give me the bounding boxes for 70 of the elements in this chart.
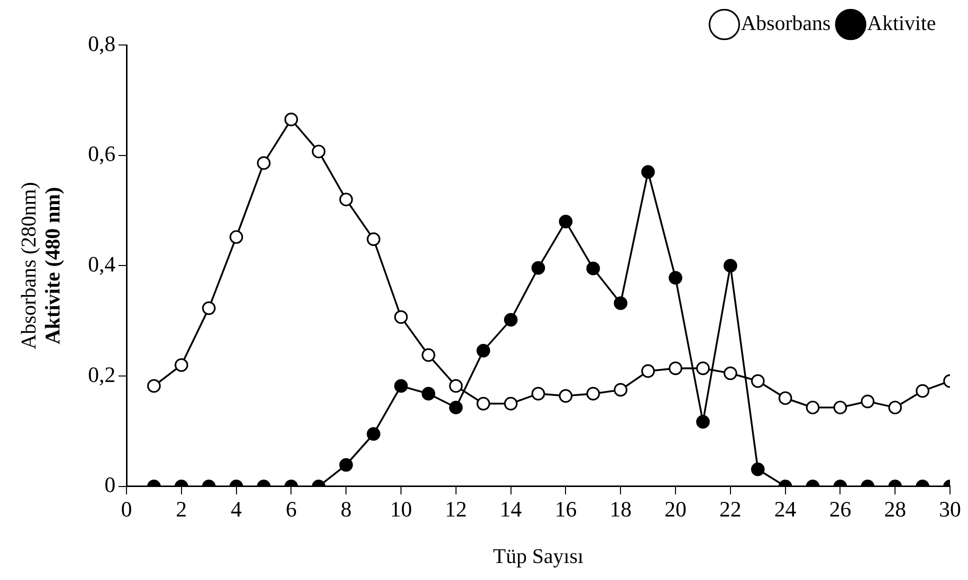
x-tick-label: 12: [444, 496, 467, 522]
point: [751, 462, 765, 476]
x-tick-label: 10: [390, 496, 412, 522]
point: [366, 232, 380, 246]
y-axis-title: Absorbans (280nm) Aktivite (480 nm): [16, 182, 64, 350]
point: [558, 389, 572, 403]
point: [916, 384, 930, 398]
y-tick-label: 0,6: [88, 141, 116, 166]
legend-label: Aktivite: [867, 11, 936, 36]
point: [558, 214, 572, 228]
y-tick-label: 0: [104, 472, 116, 498]
point: [833, 400, 847, 414]
x-tick-label: 22: [719, 496, 742, 522]
y-tick-label: 0,4: [88, 251, 116, 276]
point: [339, 192, 353, 206]
x-tick-label: 0: [121, 496, 132, 522]
y-tick-label: 0,8: [88, 30, 116, 56]
point: [449, 400, 463, 414]
x-axis-title: Tüp Sayısı: [493, 544, 584, 568]
legend-label: Absorbans: [740, 11, 831, 36]
point: [614, 296, 628, 310]
y-tick-label: 0,2: [88, 362, 116, 387]
point: [476, 396, 490, 410]
point: [174, 358, 188, 372]
point: [422, 386, 436, 401]
x-tick-label: 18: [610, 496, 632, 522]
point: [586, 262, 600, 276]
point: [339, 458, 353, 472]
x-tick-label: 28: [884, 496, 906, 522]
point: [531, 386, 546, 401]
point: [614, 383, 628, 397]
x-tick-label: 30: [939, 496, 961, 522]
point: [641, 364, 655, 378]
point: [422, 348, 436, 362]
point: [449, 379, 463, 393]
point: [668, 271, 682, 285]
point: [668, 362, 682, 376]
x-tick-label: 24: [774, 496, 796, 522]
point: [366, 427, 380, 441]
x-tick-label: 2: [176, 496, 187, 522]
point: [504, 396, 518, 410]
point: [751, 374, 765, 388]
x-tick-label: 20: [664, 496, 686, 522]
point: [202, 301, 216, 315]
x-tick-label: 26: [829, 496, 852, 522]
point: [696, 415, 710, 429]
point: [724, 366, 738, 380]
point: [394, 310, 408, 324]
x-tick-label: 14: [500, 496, 522, 522]
x-tick-label: 6: [286, 496, 297, 522]
point: [860, 394, 874, 408]
point: [476, 344, 490, 358]
point: [586, 386, 600, 401]
point: [394, 379, 408, 393]
point: [641, 165, 655, 179]
point: [504, 312, 518, 327]
point: [312, 144, 326, 158]
point: [256, 156, 271, 170]
point: [724, 258, 738, 272]
point: [778, 391, 792, 405]
point: [147, 379, 161, 393]
point: [888, 400, 902, 414]
point: [531, 261, 546, 275]
point: [806, 400, 820, 414]
point: [284, 112, 298, 126]
x-tick-label: 16: [554, 496, 577, 522]
point: [230, 230, 244, 244]
x-tick-label: 4: [230, 496, 242, 522]
point: [696, 362, 710, 376]
x-tick-label: 8: [340, 496, 352, 522]
